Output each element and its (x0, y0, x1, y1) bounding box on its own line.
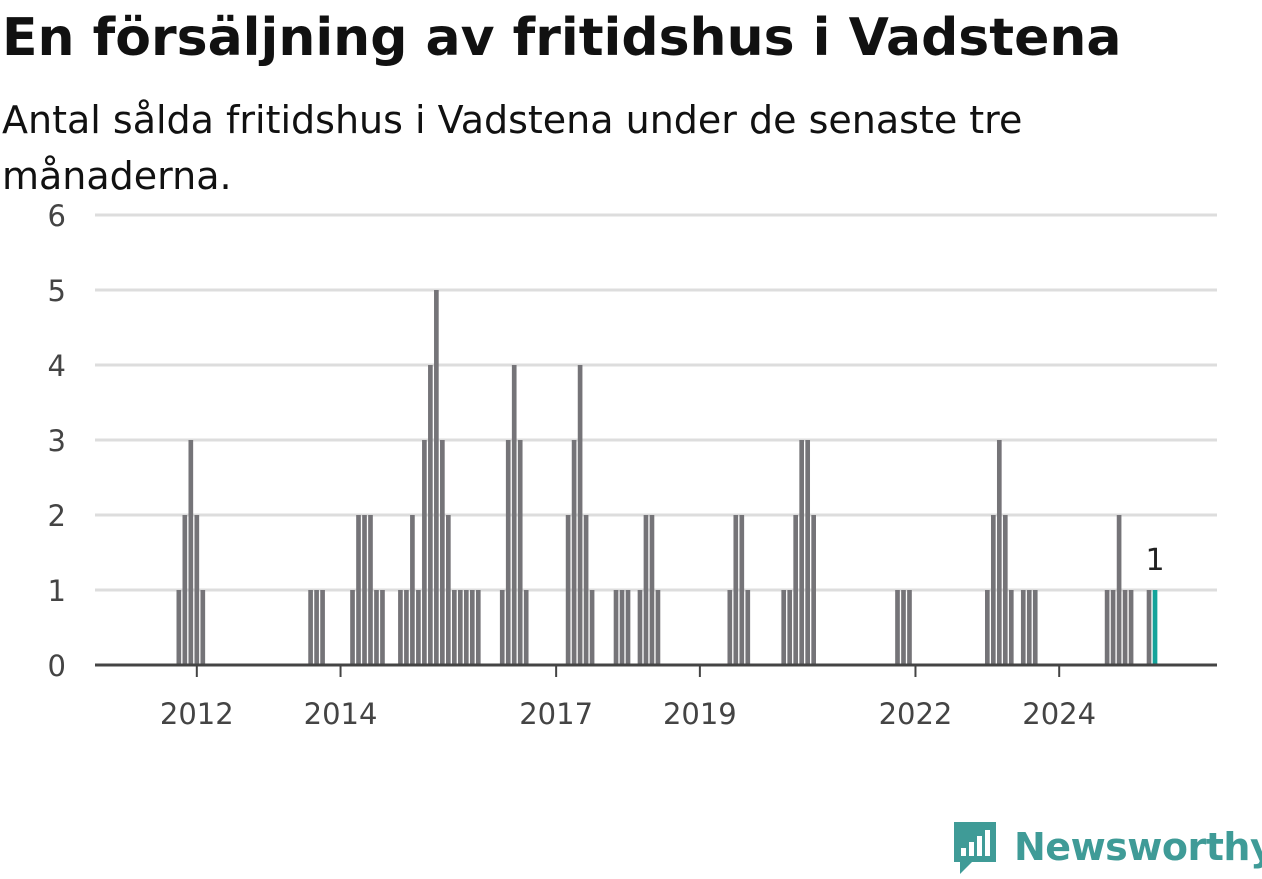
y-tick-label: 0 (48, 649, 66, 683)
y-tick-label: 2 (48, 499, 66, 533)
x-tick-label: 2019 (663, 697, 737, 731)
bar (410, 515, 415, 665)
bar (505, 440, 511, 665)
bar (368, 515, 373, 665)
bar (571, 440, 577, 665)
bar (739, 515, 745, 665)
bar (446, 515, 451, 665)
bar (314, 590, 319, 665)
bar (643, 515, 649, 665)
bar (745, 590, 751, 665)
bar (984, 590, 990, 665)
chart-subtitle: Antal sålda fritidshus i Vadstena under … (2, 98, 1023, 198)
x-tick-label: 2012 (160, 697, 234, 731)
bar (440, 440, 445, 665)
x-tick-label: 2014 (304, 697, 378, 731)
bar (1026, 590, 1032, 665)
bar (781, 590, 787, 665)
bar (1008, 590, 1014, 665)
bar (637, 590, 643, 665)
bar (422, 440, 427, 665)
bar (380, 590, 385, 665)
bar (188, 440, 194, 665)
bar (451, 590, 457, 665)
bar (655, 590, 661, 665)
y-tick-label: 3 (48, 424, 66, 458)
bar (404, 590, 409, 665)
newsworthy-logo-icon (954, 822, 996, 874)
bar (805, 440, 811, 665)
bar (428, 365, 433, 665)
bar (194, 515, 200, 665)
bar-highlight (1152, 590, 1158, 665)
y-tick-label: 5 (48, 274, 66, 308)
newsworthy-logo: Newsworthy (950, 818, 1262, 876)
bar (356, 515, 361, 665)
x-tick-label: 2017 (519, 697, 593, 731)
grid-lines (95, 213, 1217, 592)
y-tick-label: 6 (48, 199, 66, 233)
bar (398, 590, 403, 665)
bar (1116, 515, 1122, 665)
bar (434, 290, 439, 665)
bar (511, 365, 517, 665)
bar (308, 590, 313, 665)
bar (565, 515, 571, 665)
bar (475, 590, 481, 665)
bar (176, 590, 182, 665)
bar (200, 590, 206, 665)
bar (1128, 590, 1134, 665)
bar (907, 590, 912, 665)
bar (1110, 590, 1116, 665)
brand-name: Newsworthy (1014, 825, 1262, 869)
bar (895, 590, 900, 665)
bar (362, 515, 367, 665)
bar (996, 440, 1002, 665)
bar (901, 590, 906, 665)
bar (1032, 590, 1038, 665)
bar (350, 590, 355, 665)
chart-title: En försäljning av fritidshus i Vadstena (2, 8, 1122, 68)
bar (619, 590, 625, 665)
bar (733, 515, 739, 665)
y-tick-label: 4 (48, 349, 66, 383)
bar (523, 590, 529, 665)
bar (457, 590, 463, 665)
bar (1002, 515, 1008, 665)
bar (589, 590, 595, 665)
bar (320, 590, 325, 665)
bar (727, 590, 733, 665)
bar (990, 515, 996, 665)
bar (1104, 590, 1110, 665)
bar (583, 515, 589, 665)
y-axis-ticks: 0 1 2 3 4 5 6 (48, 199, 66, 683)
bar (625, 590, 631, 665)
last-value-label: 1 (1145, 543, 1164, 578)
bar (517, 440, 523, 665)
bar (499, 590, 505, 665)
bar (374, 590, 379, 665)
bar (787, 590, 793, 665)
x-tick-label: 2022 (879, 697, 953, 731)
bar (577, 365, 583, 665)
bar (799, 440, 805, 665)
bar (811, 515, 816, 665)
bar (613, 590, 619, 665)
bar (463, 590, 469, 665)
bar (1020, 590, 1026, 665)
bar (793, 515, 799, 665)
bar (649, 515, 655, 665)
bar (1146, 590, 1152, 665)
bar (182, 515, 188, 665)
bar (1122, 590, 1128, 665)
bars (176, 290, 1158, 665)
x-tick-label: 2024 (1022, 697, 1096, 731)
y-tick-label: 1 (48, 574, 66, 608)
x-axis-ticks: 2012 2014 2017 2019 2022 2024 (160, 665, 1096, 731)
bar (416, 590, 421, 665)
bar (469, 590, 475, 665)
